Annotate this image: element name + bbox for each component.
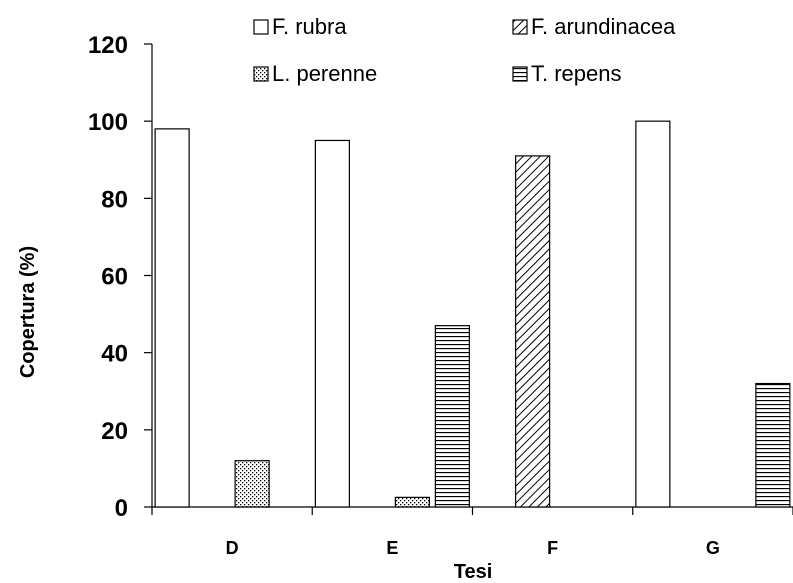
legend-swatch [512,66,528,82]
bar-F-f-arundinacea [515,155,551,508]
x-tick-label: F [547,538,558,558]
legend-label: F. rubra [272,14,347,39]
y-axis: 0 20 40 60 80 100 120 [88,32,153,522]
legend-swatch [253,66,269,82]
bar-E-f-rubra [314,139,350,508]
legend: F. rubra F. arundinacea L. perenne T. repen… [253,14,676,86]
y-tick-label: 80 [101,186,128,213]
y-tick-label: 120 [88,32,128,59]
y-tick-label: 0 [115,495,128,522]
legend-swatch [253,19,269,35]
bar-E-t-repens [434,325,470,508]
legend-label: T. repens [531,61,622,86]
bar-G-t-repens [755,382,791,508]
x-axis: D E F G [151,506,793,558]
x-tick-label: G [706,538,720,558]
y-tick-label: 20 [101,418,128,445]
y-tick-label: 60 [101,264,128,291]
bar-G-f-rubra [635,120,671,508]
x-tick-label: D [226,538,239,558]
y-tick-label: 100 [88,109,128,136]
bar-E-l-perenne [394,496,430,508]
legend-swatch [512,19,528,35]
x-axis-title: Tesi [454,561,493,583]
legend-label: L. perenne [272,61,377,86]
legend-label: F. arundinacea [531,14,676,39]
y-axis-title: Copertura (%) [17,246,39,378]
x-tick-label: E [386,538,398,558]
y-tick-label: 40 [101,341,128,368]
bar-D-f-rubra [154,128,190,508]
bars [154,120,791,508]
bar-D-l-perenne [234,460,270,508]
